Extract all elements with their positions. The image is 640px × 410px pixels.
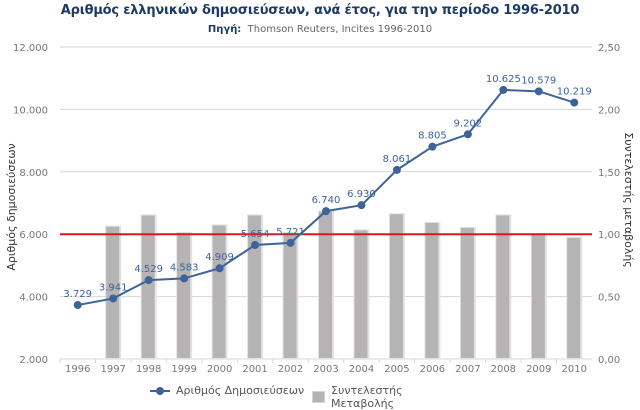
data-label: 8.805 [418,131,447,142]
data-label: 6.740 [312,195,341,206]
data-point [73,301,82,310]
x-tick-label: 1999 [171,364,196,375]
data-label: 3.941 [99,282,128,293]
legend-item-coefficient[interactable]: Συντελεστής Μεταβολής [312,384,440,410]
chart-title: Αριθμός ελληνικών δημοσιεύσεων, ανά έτος… [60,3,580,18]
y-tick-label-left: 10.000 [13,105,48,116]
x-tick-label: 2009 [526,364,551,375]
bar [425,222,439,358]
bar [177,232,191,358]
y-axis-right-ticks: 0,00 0,50 1,00 1,50 2,00 2,50 [598,43,620,366]
data-label: 8.061 [383,154,412,165]
bar [106,226,120,358]
x-tick-label: 2007 [455,364,480,375]
legend-label: Συντελεστής Μεταβολής [331,384,403,410]
data-point [286,238,295,247]
data-point [392,165,401,174]
x-tick-label: 2003 [313,364,338,375]
bar [354,230,368,358]
x-tick-label: 1996 [65,364,90,375]
data-point [144,276,153,285]
data-point [534,87,543,96]
data-label: 4.583 [170,262,199,273]
data-label: 5.721 [276,227,305,238]
y-tick-label-right: 2,00 [598,105,620,116]
x-tick-label: 2000 [207,364,232,375]
line-series: 3.729 3.941 4.529 4.583 4.909 5.654 5.721 6.740… [63,74,592,310]
y-tick-label-right: 2,50 [598,43,620,54]
data-label: 10.579 [521,75,556,86]
line-marker-icon [150,386,170,395]
data-point [251,240,260,249]
x-axis-ticks: 1996 1997 1998 1999 2000 2001 2002 2003 2004 2005… [59,359,587,375]
x-tick-label: 2002 [278,364,303,375]
x-tick-label: 2008 [491,364,516,375]
bar [141,215,155,358]
y-tick-label-right: 0,50 [598,293,620,304]
data-label: 5.654 [241,229,270,240]
y-axis-left-ticks: 2.000 4.000 6.000 8.000 10.000 12.000 [13,43,48,366]
y-tick-label-left: 2.000 [19,355,48,366]
y-tick-label-right: 0,00 [598,355,620,366]
bar [567,237,581,358]
x-tick-label: 2010 [562,364,587,375]
x-tick-label: 2004 [349,364,374,375]
chart-plot: 2.000 4.000 6.000 8.000 10.000 12.000 0,00 0,5… [5,43,635,375]
data-point [322,207,330,216]
x-tick-label: 1997 [100,364,125,375]
bar [212,225,226,358]
bar [460,227,474,358]
bar-swatch-icon [312,391,326,403]
bar [496,215,510,358]
x-tick-label: 2006 [420,364,445,375]
data-point [357,201,366,210]
bar [248,215,262,358]
data-point [570,98,579,107]
data-label: 10.625 [486,74,521,85]
data-point [463,130,472,139]
source-label: Πηγή: [207,24,242,35]
legend-label: Αριθμός Δημοσιεύσεων [176,384,305,397]
legend: Αριθμός Δημοσιεύσεων Συντελεστής Μεταβολ… [140,380,440,410]
data-label: 6.930 [347,189,376,200]
chart-source: Πηγή: Thomson Reuters, Incites 1996-2010 [0,24,640,35]
bar [531,234,545,358]
y-tick-label-left: 6.000 [19,230,48,241]
x-tick-label: 2001 [242,364,267,375]
bar [319,211,332,358]
y-tick-label-right: 1,00 [598,230,620,241]
source-text: Thomson Reuters, Incites 1996-2010 [247,24,433,35]
data-point [109,294,118,303]
data-point [215,264,224,273]
y-axis-right-title: Συντελεστής μεταβολής [622,132,635,268]
y-tick-label-left: 8.000 [19,168,48,179]
data-point [180,274,189,283]
legend-item-publications[interactable]: Αριθμός Δημοσιεύσεων [150,384,304,397]
x-tick-label: 1998 [136,364,161,375]
data-point [428,142,437,151]
bar [283,232,297,358]
data-label: 9.202 [454,118,483,129]
y-tick-label-left: 12.000 [13,43,48,54]
data-label: 4.529 [134,264,163,275]
data-point [499,85,508,94]
bars-series [105,210,583,359]
data-label: 10.219 [557,87,592,98]
x-tick-label: 2005 [384,364,409,375]
bar [389,214,403,358]
data-label: 3.729 [63,289,92,300]
y-axis-left-title: Αριθμός δημοσιεύσεων [5,143,18,270]
y-tick-label-left: 4.000 [19,293,48,304]
y-tick-label-right: 1,50 [598,168,620,179]
data-label: 4.909 [205,252,234,263]
